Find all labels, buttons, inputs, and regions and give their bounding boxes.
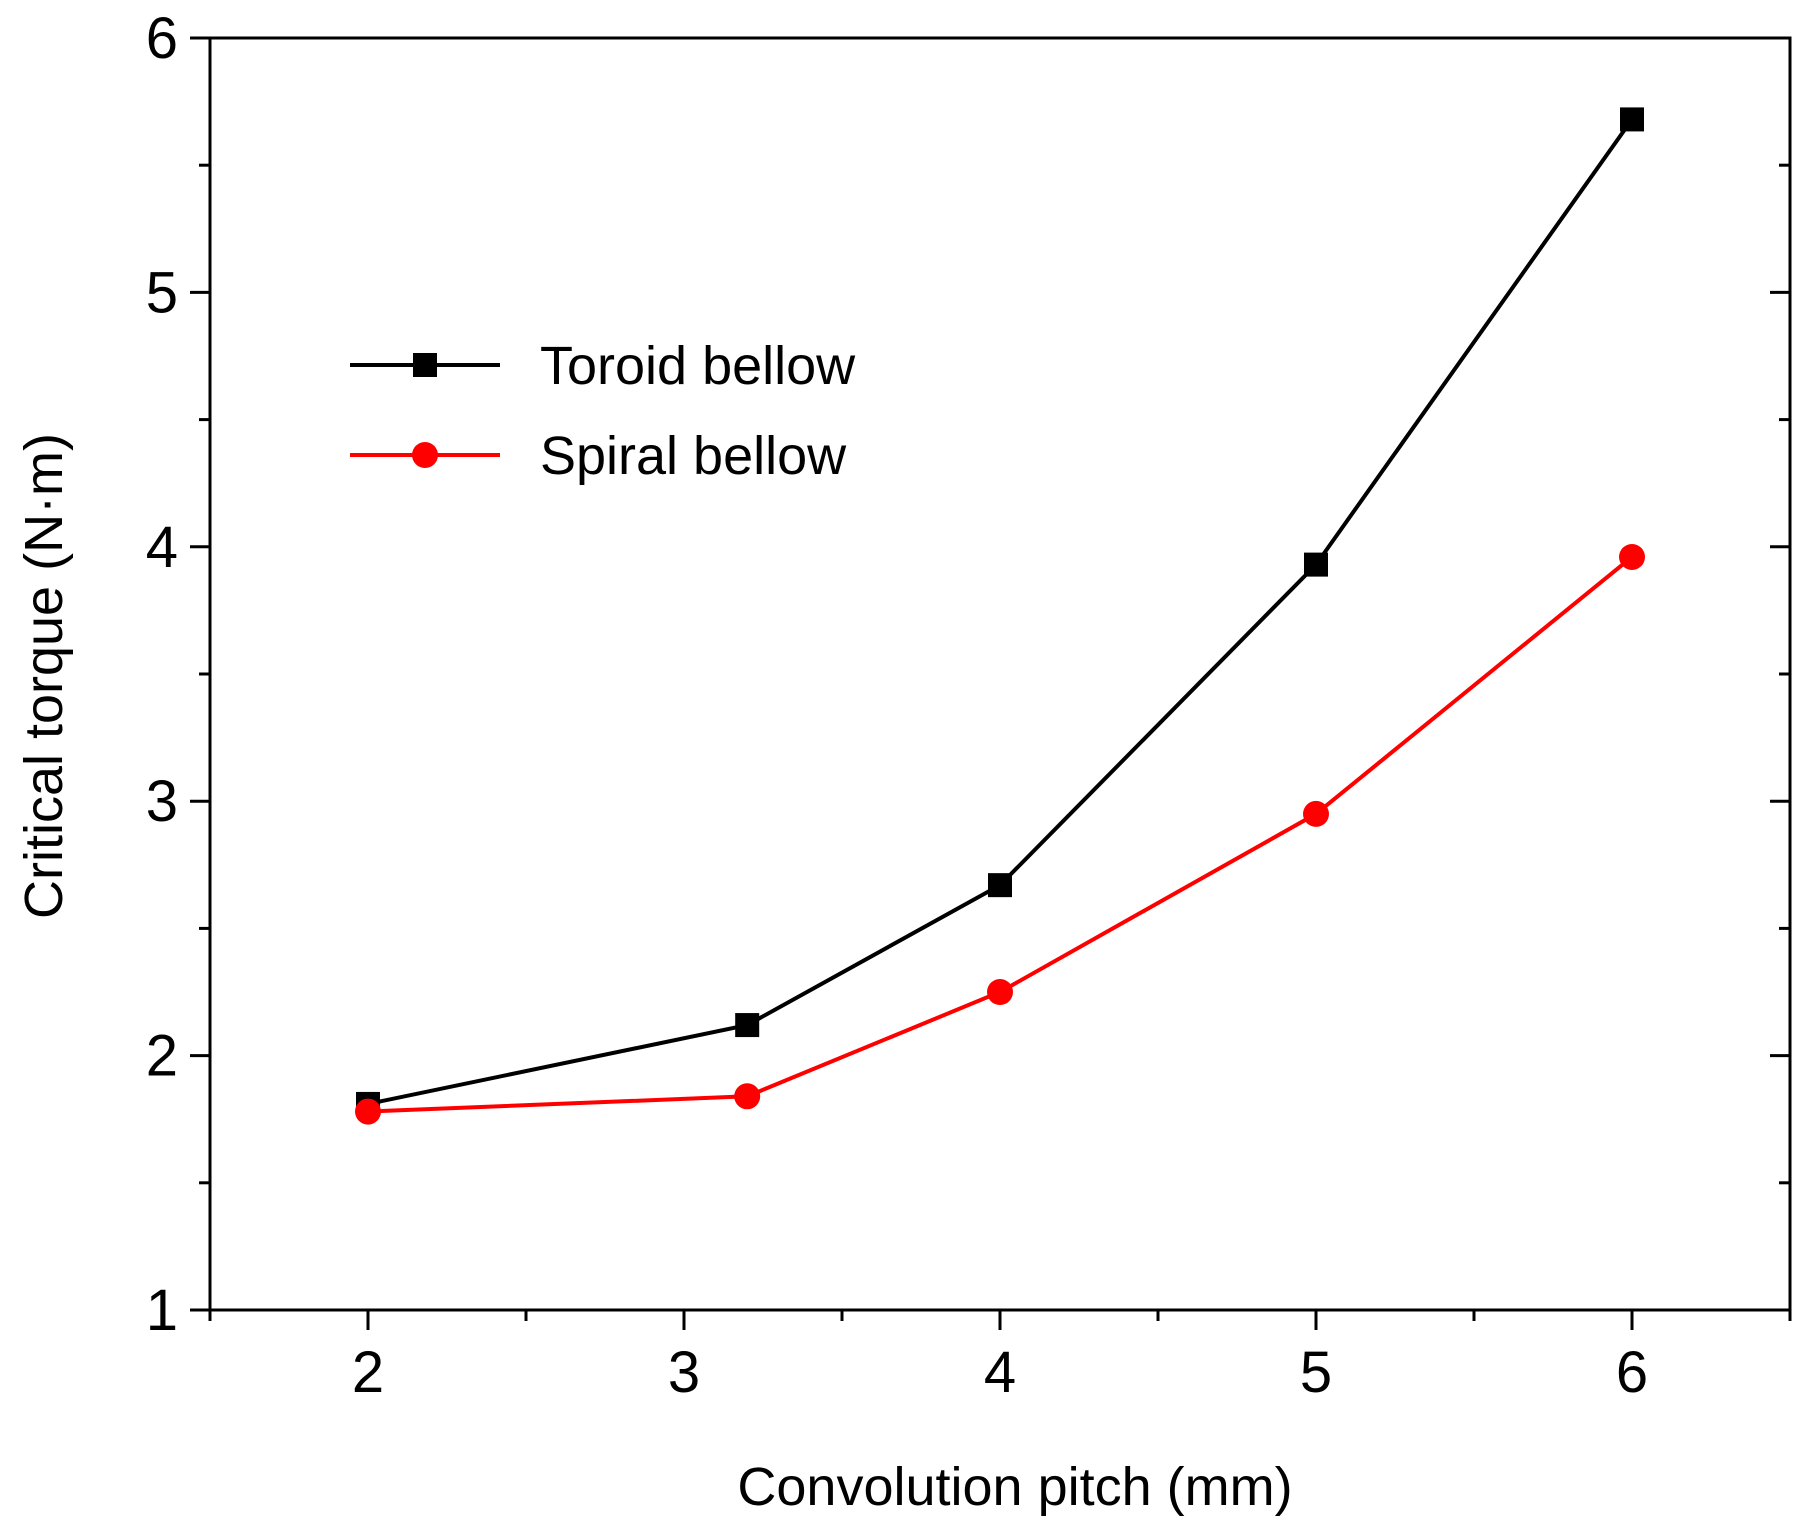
legend: Toroid bellow Spiral bellow	[350, 336, 856, 486]
y-tick-label: 1	[146, 1278, 178, 1343]
data-point	[1619, 543, 1645, 570]
data-point	[988, 873, 1012, 898]
data-point	[1303, 800, 1329, 827]
data-point	[734, 1083, 761, 1110]
legend-label: Toroid bellow	[540, 336, 856, 396]
y-tick-label: 4	[146, 515, 178, 580]
axis-ticks: 2 3 4 5 6 1 2 3 4 5 6	[146, 6, 1792, 1405]
x-tick-label: 6	[1616, 1340, 1648, 1405]
series-toroid-bellow	[356, 107, 1644, 1116]
series-line	[367, 118, 1634, 1106]
data-point	[1304, 552, 1328, 577]
x-axis-title: Convolution pitch (mm)	[737, 1457, 1292, 1517]
data-point	[1620, 107, 1644, 132]
legend-label: Spiral bellow	[540, 426, 847, 486]
series-spiral-bellow	[355, 543, 1645, 1125]
y-tick-label: 2	[146, 1024, 178, 1089]
x-tick-label: 4	[984, 1340, 1016, 1405]
data-point	[355, 1098, 381, 1125]
y-tick-label: 6	[146, 6, 178, 71]
data-point	[735, 1013, 760, 1038]
legend-marker	[413, 353, 437, 377]
legend-marker	[412, 442, 438, 468]
x-tick-label: 2	[352, 1340, 384, 1405]
y-tick-label: 5	[146, 260, 178, 325]
data-point	[987, 979, 1013, 1005]
legend-item: Toroid bellow	[350, 336, 856, 396]
y-axis-title: Critical torque (N·m)	[14, 433, 74, 919]
legend-item: Spiral bellow	[350, 426, 847, 486]
x-tick-label: 5	[1300, 1340, 1332, 1405]
series-layer	[355, 107, 1645, 1125]
x-tick-label: 3	[668, 1340, 700, 1405]
series-line	[367, 555, 1634, 1114]
y-tick-label: 3	[146, 769, 178, 834]
